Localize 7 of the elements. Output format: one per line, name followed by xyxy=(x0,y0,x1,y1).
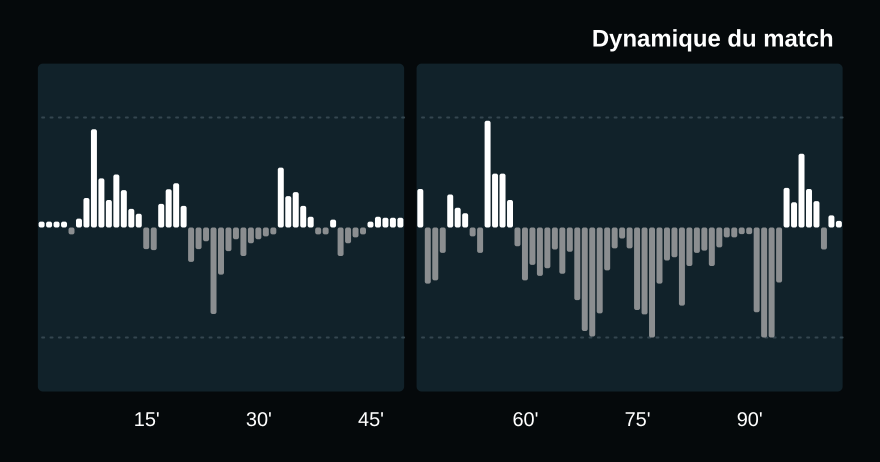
chart-title: Dynamique du match xyxy=(592,26,834,53)
x-tick-label: 75' xyxy=(624,408,651,431)
x-tick-label: 15' xyxy=(134,408,160,431)
x-tick-label: 45' xyxy=(358,408,384,431)
x-tick-label: 30' xyxy=(246,408,272,431)
x-tick-label: 90' xyxy=(736,408,763,431)
x-tick-label: 60' xyxy=(512,408,538,431)
